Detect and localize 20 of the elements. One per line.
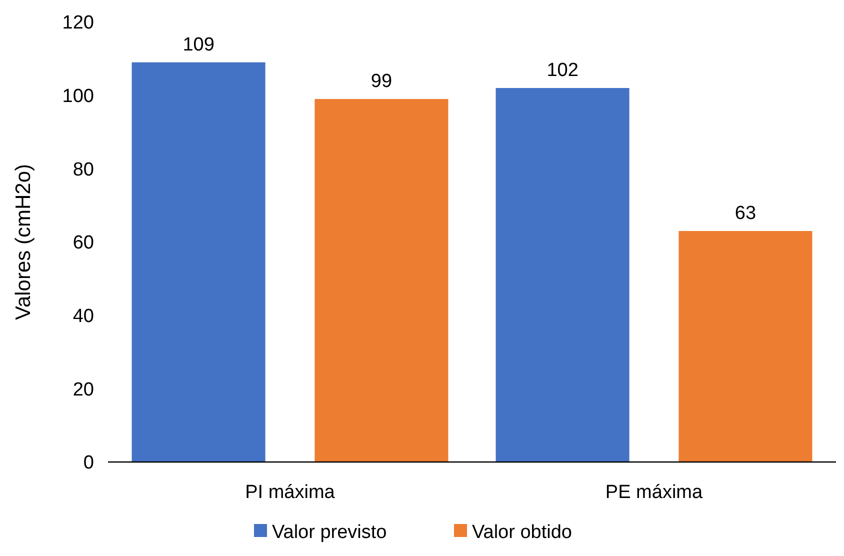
y-axis-title: Valores (cmH2o) (12, 164, 35, 320)
bar (314, 99, 448, 462)
y-tick-label: 100 (62, 86, 94, 107)
bar (132, 62, 266, 462)
legend-label: Valor obtido (472, 522, 572, 543)
bar (678, 231, 812, 462)
y-tick-label: 20 (72, 379, 94, 400)
legend-label: Valor previsto (272, 522, 387, 543)
data-label: 109 (182, 34, 214, 56)
data-label: 102 (546, 60, 578, 81)
y-tick-label: 60 (72, 232, 94, 254)
y-tick-label: 120 (62, 12, 94, 34)
y-tick-label: 0 (83, 452, 94, 474)
data-label: 99 (370, 71, 392, 92)
data-label: 63 (734, 203, 756, 224)
y-tick-label: 40 (72, 306, 94, 327)
bar (496, 88, 630, 462)
x-tick-label: PI máxima (245, 482, 336, 503)
y-tick-label: 80 (72, 159, 94, 180)
x-tick-label: PE máxima (605, 482, 703, 503)
